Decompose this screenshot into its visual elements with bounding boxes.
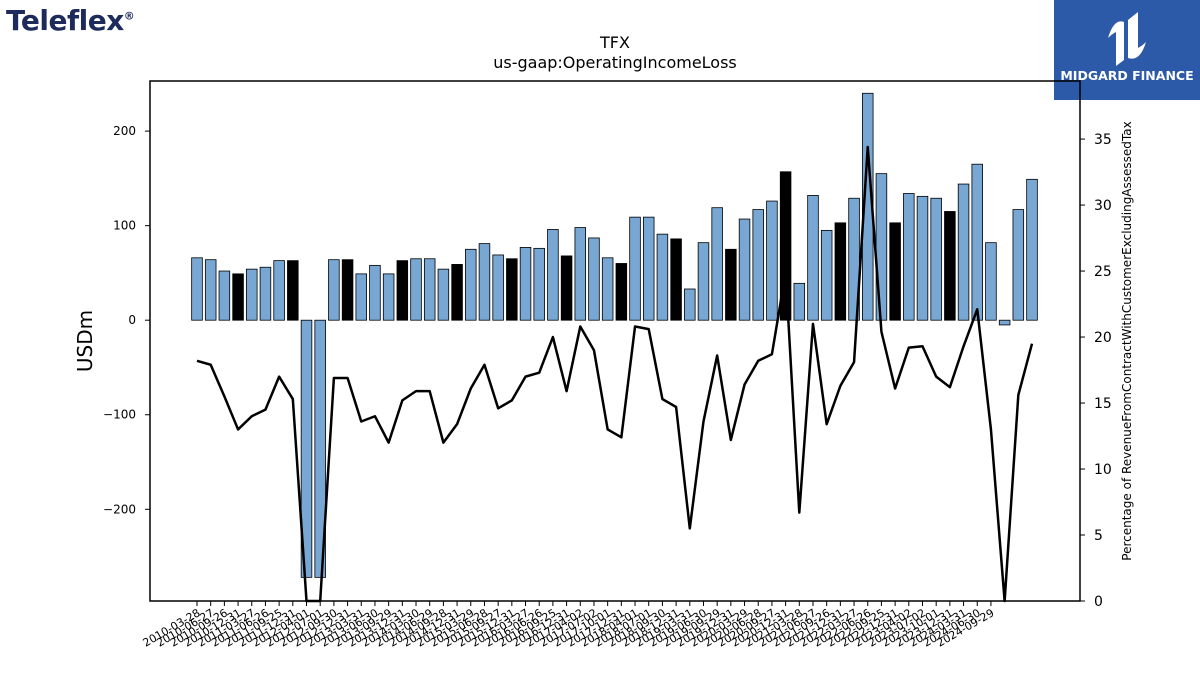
bar [930, 197, 942, 321]
bar [314, 319, 326, 578]
y-axis-label: USDm [73, 310, 97, 372]
bar [711, 207, 723, 321]
bar [465, 248, 477, 321]
bar [725, 248, 737, 321]
teleflex-logo: Teleflex® [6, 4, 135, 37]
bar [629, 216, 641, 321]
bar [971, 163, 983, 321]
series-line [196, 145, 1034, 603]
registered-mark: ® [123, 9, 135, 23]
bar [423, 258, 436, 321]
bar [738, 218, 751, 321]
bar [820, 229, 833, 321]
bar [382, 273, 395, 321]
chart-subtitle: us-gaap:OperatingIncomeLoss [493, 53, 737, 72]
bar [259, 266, 272, 321]
bar [246, 268, 258, 321]
bar [410, 258, 422, 321]
bar [807, 194, 819, 321]
line-group [196, 145, 1034, 603]
bar [191, 257, 203, 321]
y-tick-label: 100 [113, 219, 136, 233]
bar [273, 260, 285, 321]
bar [601, 257, 614, 321]
y2-axis: 0 5 10 15 20 25 30 35 [1080, 132, 1112, 610]
bar [985, 242, 997, 321]
y2-tick-label: 20 [1094, 330, 1112, 346]
y2-tick-label: 15 [1094, 396, 1112, 412]
chart-title: TFX [599, 33, 630, 52]
bar [341, 259, 354, 321]
bar [369, 264, 381, 321]
bar [903, 193, 915, 321]
bar [204, 259, 217, 321]
y2-tick-label: 35 [1094, 132, 1112, 148]
y-tick-label: 0 [128, 313, 136, 327]
bar [697, 242, 710, 321]
bar [218, 270, 231, 321]
y2-tick-label: 10 [1094, 462, 1112, 478]
bar [519, 246, 532, 321]
midgard-finance-logo-icon [1108, 12, 1146, 66]
bar [752, 209, 764, 321]
bar [492, 254, 504, 321]
bar [396, 260, 409, 321]
bar [779, 171, 792, 321]
bar [834, 222, 847, 321]
y-axis: −200 −100 0 100 200 [103, 124, 150, 516]
bar [328, 259, 340, 321]
bar [547, 229, 559, 321]
bar [944, 211, 956, 321]
midgard-finance-logo-text: MIDGARD FINANCE [1060, 68, 1194, 83]
bar [1026, 178, 1038, 321]
bar [300, 319, 313, 578]
bar [1012, 209, 1025, 321]
bar [287, 260, 299, 321]
bar [916, 195, 929, 321]
bar [560, 255, 573, 321]
bar [451, 264, 463, 321]
bar [437, 268, 450, 321]
bar [642, 216, 655, 321]
bar [615, 263, 628, 321]
y2-tick-label: 30 [1094, 198, 1112, 214]
bar [506, 258, 518, 321]
y-tick-label: −100 [103, 408, 136, 422]
y2-axis-label: Percentage of RevenueFromContractWithCus… [1120, 121, 1134, 560]
bar [574, 227, 587, 321]
y2-tick-label: 5 [1094, 528, 1103, 544]
y-tick-label: −200 [103, 502, 136, 516]
bar [533, 247, 545, 321]
bar [998, 319, 1011, 326]
bar [232, 273, 244, 321]
bar [478, 243, 491, 321]
bar [766, 200, 778, 321]
teleflex-logo-text: Teleflex [6, 4, 124, 37]
bar [793, 282, 806, 321]
plot-frame [149, 80, 1081, 602]
midgard-finance-logo: MIDGARD FINANCE [1054, 0, 1200, 100]
x-axis: 2010-03-282010-06-272010-09-262010-12-31… [141, 601, 996, 650]
bar [355, 273, 368, 321]
y-tick-label: 200 [113, 124, 136, 138]
bar [656, 233, 669, 321]
bar [957, 183, 970, 321]
y2-tick-label: 25 [1094, 264, 1112, 280]
bar [670, 238, 682, 321]
bar [889, 222, 901, 321]
bar-group [191, 92, 1038, 578]
y2-tick-label: 0 [1094, 594, 1103, 610]
bar [684, 288, 696, 321]
bar [588, 237, 600, 321]
